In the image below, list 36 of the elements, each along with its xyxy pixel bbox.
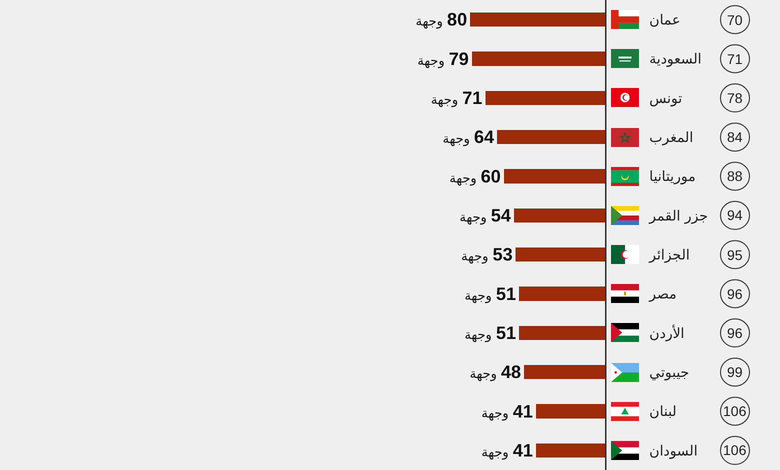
text: 96: [727, 325, 743, 341]
text: 95: [727, 247, 743, 263]
bar: [536, 443, 605, 458]
y-tick-label: مصر: [648, 286, 677, 303]
bar: [519, 286, 605, 301]
bar: [472, 52, 605, 66]
text: 96: [727, 286, 743, 302]
text: 99: [727, 364, 743, 380]
bar: [485, 90, 605, 105]
bar: [536, 404, 605, 418]
bar: [519, 326, 605, 340]
y-tick-label: جزر القمر: [648, 208, 708, 224]
y-tick-label: تونس: [649, 90, 682, 107]
text: 94: [727, 207, 743, 223]
bar: [504, 169, 605, 184]
bar: [524, 365, 605, 380]
text: 84: [727, 129, 743, 145]
y-tick-label: الأردن: [649, 324, 684, 342]
text: 88: [727, 168, 743, 184]
y-tick-label: لبنان: [649, 404, 677, 420]
text: 71: [727, 51, 743, 67]
y-tick-label: السعودية: [649, 52, 702, 68]
text: 106: [723, 403, 747, 419]
bar: [497, 130, 605, 144]
text: 106: [723, 442, 747, 458]
y-tick-label: عمان: [649, 12, 680, 28]
bar: [514, 208, 605, 222]
y-tick-label: موريتانيا: [649, 169, 696, 186]
bar: [470, 12, 605, 27]
text: 78: [727, 90, 743, 106]
y-tick-label: المغرب: [649, 130, 694, 146]
y-tick-label: الجزائر: [648, 247, 690, 264]
text: 70: [727, 12, 743, 28]
y-tick-label: جيبوتي: [649, 364, 690, 381]
y-tick-label: السودان: [649, 443, 698, 460]
bar: [516, 248, 605, 262]
